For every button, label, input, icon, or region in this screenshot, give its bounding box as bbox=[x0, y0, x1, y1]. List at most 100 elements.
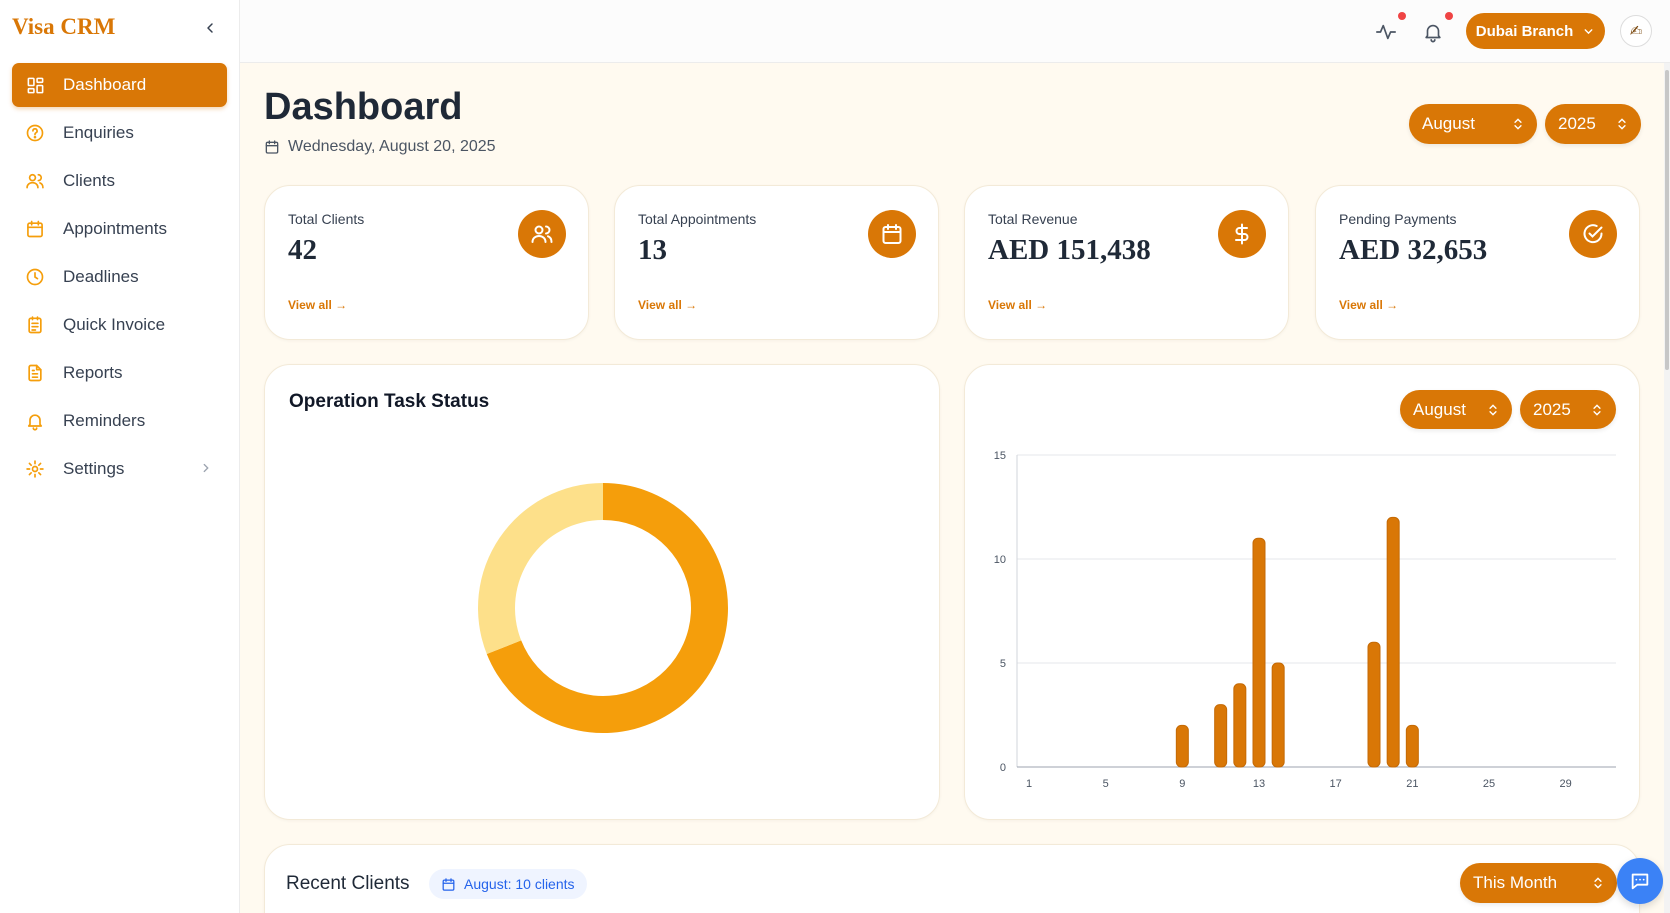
x-tick-label: 21 bbox=[1406, 778, 1418, 790]
bar[interactable] bbox=[1214, 704, 1228, 768]
chevron-left-icon bbox=[207, 23, 213, 33]
chart-year-value: 2025 bbox=[1533, 399, 1571, 419]
branch-select[interactable]: Dubai Branch bbox=[1466, 13, 1605, 49]
stat-value: 13 bbox=[638, 234, 667, 266]
dollar-icon bbox=[1218, 210, 1266, 258]
clock-icon bbox=[25, 267, 45, 287]
user-avatar[interactable]: ✍ bbox=[1620, 15, 1652, 47]
sidebar-item-quick-invoice[interactable]: Quick Invoice bbox=[12, 303, 227, 347]
bar[interactable] bbox=[1175, 724, 1189, 768]
view-all-link[interactable]: View all → bbox=[1339, 298, 1399, 312]
bar[interactable] bbox=[1271, 662, 1285, 768]
dashboard-icon bbox=[25, 75, 45, 95]
stat-card-total-revenue: Total Revenue AED 151,438 View all → bbox=[964, 185, 1289, 340]
sidebar-item-label: Clients bbox=[63, 171, 115, 190]
gear-icon bbox=[25, 459, 45, 479]
scrollbar-track[interactable] bbox=[1664, 63, 1670, 913]
bar[interactable] bbox=[1405, 724, 1419, 768]
activity-button[interactable] bbox=[1374, 12, 1406, 44]
x-tick-label: 25 bbox=[1483, 778, 1495, 790]
sidebar-item-appointments[interactable]: Appointments bbox=[12, 207, 227, 251]
month-select[interactable]: August bbox=[1409, 104, 1537, 144]
sidebar-item-clients[interactable]: Clients bbox=[12, 159, 227, 203]
bell-icon bbox=[25, 411, 45, 431]
recent-clients-title: Recent Clients bbox=[286, 873, 410, 894]
year-select[interactable]: 2025 bbox=[1545, 104, 1641, 144]
sidebar-item-label: Deadlines bbox=[63, 267, 139, 286]
donut-slice[interactable] bbox=[478, 483, 603, 655]
recent-period-value: This Month bbox=[1473, 873, 1558, 892]
stat-label: Total Revenue bbox=[988, 211, 1078, 227]
sidebar-item-label: Reminders bbox=[63, 411, 146, 430]
sidebar-item-enquiries[interactable]: Enquiries bbox=[12, 111, 227, 155]
sidebar-item-reminders[interactable]: Reminders bbox=[12, 399, 227, 443]
users-icon bbox=[25, 171, 45, 191]
view-all-link[interactable]: View all → bbox=[988, 298, 1048, 312]
chart-month-select[interactable]: August bbox=[1400, 390, 1512, 429]
sidebar-item-label: Quick Invoice bbox=[63, 315, 166, 334]
chart-year-select[interactable]: 2025 bbox=[1520, 390, 1616, 429]
x-tick-label: 1 bbox=[1026, 778, 1032, 790]
collapse-sidebar-button[interactable] bbox=[198, 16, 222, 40]
stat-label: Pending Payments bbox=[1339, 211, 1457, 227]
stat-label: Total Clients bbox=[288, 211, 365, 227]
y-tick-label: 10 bbox=[994, 554, 1006, 566]
y-tick-label: 0 bbox=[1000, 762, 1006, 774]
notification-dot bbox=[1398, 12, 1406, 20]
sidebar-item-dashboard[interactable]: Dashboard bbox=[12, 63, 227, 107]
chat-button[interactable] bbox=[1617, 858, 1663, 904]
users-icon bbox=[518, 210, 566, 258]
sidebar-item-reports[interactable]: Reports bbox=[12, 351, 227, 395]
sidebar-item-label: Settings bbox=[63, 459, 125, 478]
bar[interactable] bbox=[1386, 516, 1400, 768]
x-tick-label: 9 bbox=[1179, 778, 1185, 790]
chevron-down-icon bbox=[1584, 28, 1593, 34]
view-all-link[interactable]: View all → bbox=[638, 298, 698, 312]
stat-value: AED 151,438 bbox=[988, 234, 1151, 266]
y-tick-label: 15 bbox=[994, 450, 1006, 462]
chevron-up-down-icon bbox=[1511, 116, 1525, 137]
x-tick-label: 17 bbox=[1330, 778, 1342, 790]
bar[interactable] bbox=[1233, 683, 1247, 768]
year-select-value: 2025 bbox=[1558, 114, 1596, 133]
stat-label: Total Appointments bbox=[638, 211, 757, 227]
recent-clients-count: August: 10 clients bbox=[464, 876, 575, 892]
notification-dot bbox=[1445, 12, 1453, 20]
sidebar-item-settings[interactable]: Settings bbox=[12, 447, 227, 491]
x-tick-label: 5 bbox=[1103, 778, 1109, 790]
donut-slice[interactable] bbox=[486, 483, 728, 733]
stat-value: 42 bbox=[288, 234, 317, 266]
bar[interactable] bbox=[1367, 641, 1381, 768]
recent-period-select[interactable]: This Month bbox=[1460, 863, 1617, 903]
chat-icon bbox=[1631, 873, 1649, 890]
chevron-up-down-icon bbox=[1590, 402, 1604, 423]
scrollbar-thumb[interactable] bbox=[1665, 70, 1669, 370]
branch-label: Dubai Branch bbox=[1475, 22, 1574, 40]
task-status-donut bbox=[478, 483, 728, 733]
notifications-button[interactable] bbox=[1421, 12, 1453, 44]
chart-month-value: August bbox=[1413, 399, 1466, 419]
chevron-up-down-icon bbox=[1486, 402, 1500, 423]
calendar-icon bbox=[868, 210, 916, 258]
question-circle-icon bbox=[25, 123, 45, 143]
daily-chart-panel: August 2025 0 5 10 15 1 5 9 13 17 21 25 29 bbox=[964, 364, 1640, 820]
recent-clients-panel: Recent Clients August: 10 clients This M… bbox=[264, 844, 1640, 913]
topbar: Dubai Branch ✍ bbox=[240, 0, 1670, 63]
sidebar-item-deadlines[interactable]: Deadlines bbox=[12, 255, 227, 299]
document-icon bbox=[25, 363, 45, 383]
bell-icon bbox=[1425, 24, 1441, 43]
sidebar-item-label: Enquiries bbox=[63, 123, 134, 142]
sidebar-item-label: Appointments bbox=[63, 219, 167, 238]
panel-title: Operation Task Status bbox=[289, 391, 490, 412]
bar[interactable] bbox=[1252, 537, 1266, 768]
calendar-icon bbox=[25, 219, 45, 239]
stat-card-total-clients: Total Clients 42 View all → bbox=[264, 185, 589, 340]
sidebar-nav: Dashboard Enquiries Clients Appointments… bbox=[12, 63, 227, 495]
recent-clients-badge: August: 10 clients bbox=[429, 869, 587, 899]
activity-icon bbox=[1376, 24, 1396, 40]
page-date-text: Wednesday, August 20, 2025 bbox=[288, 138, 496, 155]
stat-value: AED 32,653 bbox=[1339, 234, 1488, 266]
view-all-link[interactable]: View all → bbox=[288, 298, 348, 312]
chevron-up-down-icon bbox=[1591, 875, 1605, 896]
